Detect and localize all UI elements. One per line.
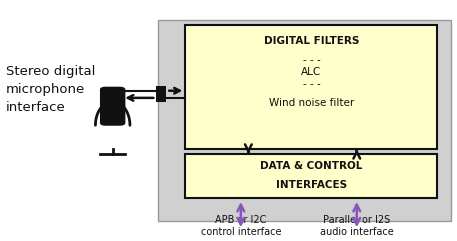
Bar: [186, 154, 437, 198]
Text: ALC: ALC: [301, 67, 322, 77]
Text: DIGITAL FILTERS: DIGITAL FILTERS: [264, 36, 359, 46]
Bar: [156, 86, 166, 95]
Text: Wind noise filter: Wind noise filter: [269, 98, 354, 108]
Text: APB or I2C
control interface: APB or I2C control interface: [201, 215, 281, 237]
Text: - - -: - - -: [303, 55, 320, 65]
Bar: [186, 25, 437, 149]
Bar: [158, 20, 451, 221]
Text: Stereo digital
microphone
interface: Stereo digital microphone interface: [6, 65, 96, 114]
FancyBboxPatch shape: [100, 87, 125, 126]
Text: - - -: - - -: [303, 79, 320, 89]
Text: INTERFACES: INTERFACES: [276, 181, 347, 190]
Bar: [156, 93, 166, 102]
Text: DATA & CONTROL: DATA & CONTROL: [260, 161, 362, 171]
Text: Parallel or I2S
audio interface: Parallel or I2S audio interface: [320, 215, 393, 237]
